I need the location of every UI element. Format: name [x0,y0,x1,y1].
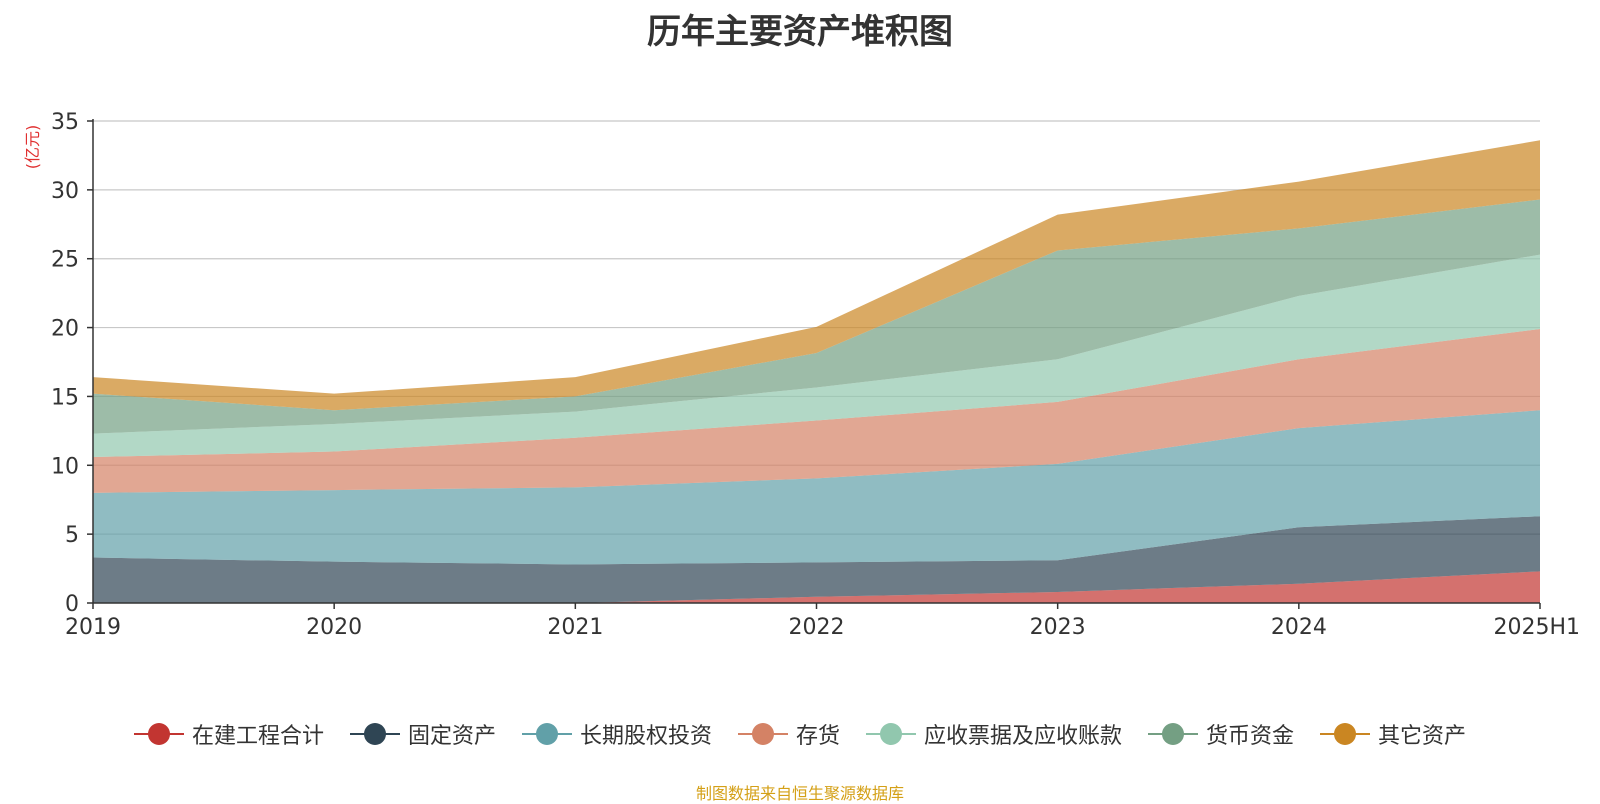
legend-marker-icon [1148,722,1199,746]
y-tick-label: 35 [51,110,79,135]
axes: 0 5 10 15 20 25 30 35 2019 2020 2021 2022 2023 2024 20… [51,110,1580,640]
x-tick-label: 2020 [306,615,362,640]
y-tick-label: 25 [51,248,79,273]
legend-item[interactable]: 其它资产 [1320,718,1466,750]
legend-item[interactable]: 在建工程合计 [133,718,324,750]
legend-item[interactable]: 固定资产 [349,718,496,750]
legend-label: 其它资产 [1378,724,1467,749]
y-tick-label: 20 [51,317,79,342]
legend-label: 应收票据及应收账款 [924,724,1123,749]
area-series-4 [93,328,1540,493]
legend-marker-icon [737,722,788,746]
area-series-3 [93,410,1540,565]
legend-marker-icon [1320,722,1371,746]
legend-label: 存货 [795,724,840,749]
y-axis-unit-label: (亿元) [23,125,42,170]
chart-title: 历年主要资产堆积图 [647,12,953,52]
legend-marker-icon [521,722,572,746]
x-tick-label: 2022 [789,615,845,640]
area-series-5 [93,254,1540,458]
y-tick-label: 10 [51,454,79,479]
y-tick-label: 0 [65,592,79,617]
legend: 在建工程合计 固定资产 长期股权投资 存货 应收票据及应收账款 货币资金 其它资产 [0,718,1600,750]
area-series-6 [93,199,1540,434]
y-tick-label: 30 [51,179,79,204]
x-tick-label: 2019 [65,615,121,640]
x-tick-label: 2021 [547,615,603,640]
x-tick-label: 2023 [1030,615,1086,640]
stacked-area-chart: 0 5 10 15 20 25 30 35 2019 2020 2021 2022 2023 2024 20… [23,110,1580,640]
x-tick-label: 2024 [1271,615,1327,640]
legend-label: 在建工程合计 [191,724,324,749]
legend-item[interactable]: 存货 [737,718,840,750]
legend-marker-icon [349,722,400,746]
legend-marker-icon [133,722,184,746]
area-series-2 [93,516,1540,603]
legend-item[interactable]: 货币资金 [1148,718,1294,750]
area-series-layer [93,140,1540,603]
area-series-1 [93,571,1540,603]
legend-label: 货币资金 [1206,724,1295,749]
x-tick-label: 2025H1 [1493,615,1580,640]
legend-label: 长期股权投资 [579,724,712,749]
area-series-7 [93,140,1540,411]
legend-label: 固定资产 [407,724,496,749]
legend-item[interactable]: 应收票据及应收账款 [866,718,1122,750]
y-tick-label: 5 [65,523,79,548]
source-note: 制图数据来自恒生聚源数据库 [695,784,904,803]
y-tick-label: 15 [51,385,79,410]
legend-item[interactable]: 长期股权投资 [521,718,712,750]
legend-marker-icon [866,722,916,746]
